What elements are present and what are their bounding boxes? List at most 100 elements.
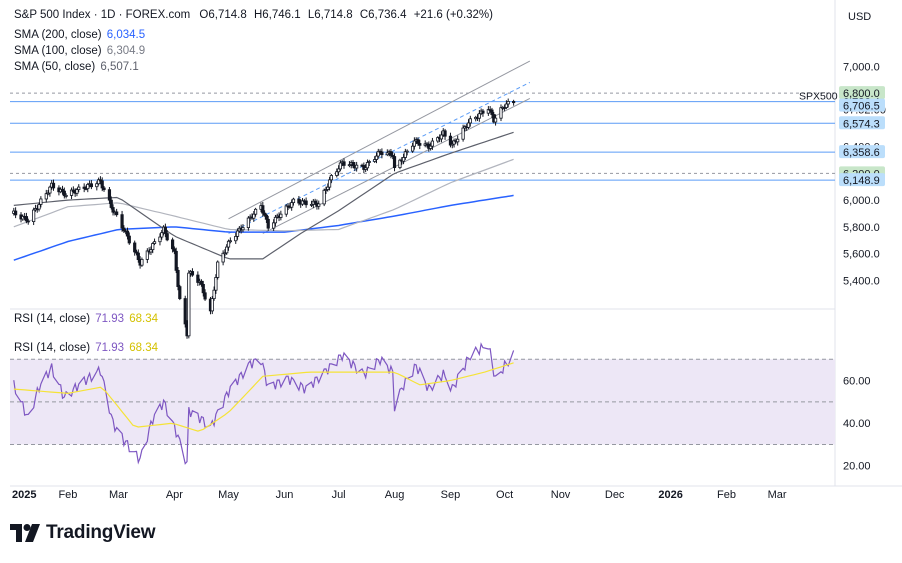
candle-body	[235, 230, 240, 237]
candle-body	[120, 214, 124, 229]
price-label-text: 6,706.5	[843, 101, 880, 113]
price-tick-label: 7,000.0	[843, 61, 880, 73]
sma50-label: SMA (50, close)	[14, 61, 96, 73]
ohlc-low: L6,714.8	[307, 9, 353, 21]
candle-body	[263, 212, 267, 216]
candle-body	[107, 189, 112, 201]
rsi-bottom-value: 71.93	[95, 342, 125, 354]
candle-body	[97, 179, 101, 185]
tradingview-logo[interactable]: TradingView	[10, 522, 156, 544]
symbol-legend: S&P 500 Index · 1D · FOREX.com O6,714.8 …	[14, 9, 493, 21]
candle-body	[405, 150, 409, 153]
candle-body	[86, 184, 90, 190]
candle-body	[210, 298, 214, 312]
sma50-legend[interactable]: SMA (50, close) 6,507.1	[14, 61, 139, 73]
rsi-ma-line	[13, 362, 514, 432]
sma50-line	[13, 131, 514, 260]
candle-body	[174, 250, 178, 271]
candle-body	[223, 252, 227, 255]
candle-body	[401, 157, 406, 162]
candle-body	[178, 286, 182, 299]
price-tick-label: 5,400.0	[843, 275, 880, 287]
candle-body	[291, 198, 296, 204]
candle-body	[37, 204, 41, 210]
candle-body	[109, 199, 113, 208]
rsi-top-ma-value: 68.34	[129, 313, 159, 325]
price-label-box	[839, 173, 885, 187]
sma100-legend[interactable]: SMA (100, close) 6,304.9	[14, 45, 145, 57]
rsi-legend-bottom[interactable]: RSI (14, close) 71.93 68.34	[14, 342, 158, 354]
candle-body	[297, 198, 301, 204]
candle-body	[102, 187, 106, 191]
ohlc-close: C6,736.4	[359, 9, 407, 21]
rsi-tick-label: 60.00	[843, 376, 871, 388]
candle-body	[115, 211, 119, 216]
price-label-text: 6,148.9	[843, 175, 880, 187]
sma100-line	[13, 158, 514, 232]
time-tick-label: Oct	[496, 489, 513, 501]
candle-body	[125, 230, 130, 237]
time-tick-label: May	[218, 489, 239, 501]
time-tick-label: Dec	[605, 489, 625, 501]
candle-body	[226, 240, 231, 248]
symbol-tag: SPX500	[799, 91, 838, 103]
candle-body	[290, 202, 294, 208]
price-tick-label: 6,000.0	[843, 195, 880, 207]
time-tick-label: Feb	[58, 489, 77, 501]
candle-body	[24, 216, 29, 222]
candle-body	[439, 134, 444, 140]
candle-body	[172, 248, 176, 252]
candle-body	[176, 269, 180, 288]
rsi-line	[13, 342, 515, 465]
price-label-text: 6,800.0	[843, 88, 880, 100]
candle-body	[201, 284, 205, 294]
time-tick-label: Jul	[332, 489, 346, 501]
candle-body	[389, 151, 393, 156]
candle-body	[163, 226, 167, 234]
time-tick-label: Apr	[166, 489, 183, 501]
candle-body	[448, 135, 453, 146]
time-tick-label: Mar	[768, 489, 787, 501]
candle-body	[225, 246, 229, 254]
time-tick-label: Mar	[109, 489, 128, 501]
rsi-top-value: 71.93	[95, 313, 125, 325]
candle-body	[403, 151, 407, 158]
candle-body	[338, 162, 343, 170]
candle-body	[410, 145, 415, 152]
currency-label[interactable]: USD	[848, 11, 872, 23]
candle-body	[322, 189, 326, 205]
candle-body	[326, 186, 330, 190]
candle-body	[261, 205, 265, 214]
candle-body	[317, 203, 321, 207]
candle-body	[149, 249, 153, 253]
candle-body	[165, 233, 169, 241]
candle-body	[327, 179, 332, 188]
ohlc-change: +21.6 (+0.32%)	[413, 9, 493, 21]
candle-body	[450, 143, 454, 146]
candle-body	[145, 250, 149, 260]
sma200-legend[interactable]: SMA (200, close) 6,034.5	[14, 29, 145, 41]
time-tick-label: Aug	[385, 489, 405, 501]
time-tick-label: 2025	[12, 489, 36, 501]
rsi-legend-top[interactable]: RSI (14, close) 71.93 68.34	[14, 313, 158, 325]
candles-group	[12, 98, 516, 339]
rsi-tick-label: 20.00	[843, 461, 871, 473]
candle-body	[158, 236, 162, 243]
candle-body	[506, 101, 510, 105]
candle-body	[134, 251, 139, 254]
candle-body	[26, 220, 30, 223]
candle-body	[466, 122, 471, 128]
candle-body	[199, 280, 204, 285]
tradingview-logo-icon	[10, 524, 40, 542]
price-tick-label: 5,600.0	[843, 249, 880, 261]
candle-body	[136, 252, 140, 260]
channel-lower-line	[262, 98, 531, 234]
candle-body	[504, 103, 509, 108]
price-label-box	[839, 86, 885, 100]
candle-body	[89, 183, 93, 188]
sma50-value: 6,507.1	[100, 61, 139, 73]
candle-body	[60, 188, 65, 192]
price-label-box	[839, 98, 885, 112]
candle-body	[490, 109, 494, 115]
